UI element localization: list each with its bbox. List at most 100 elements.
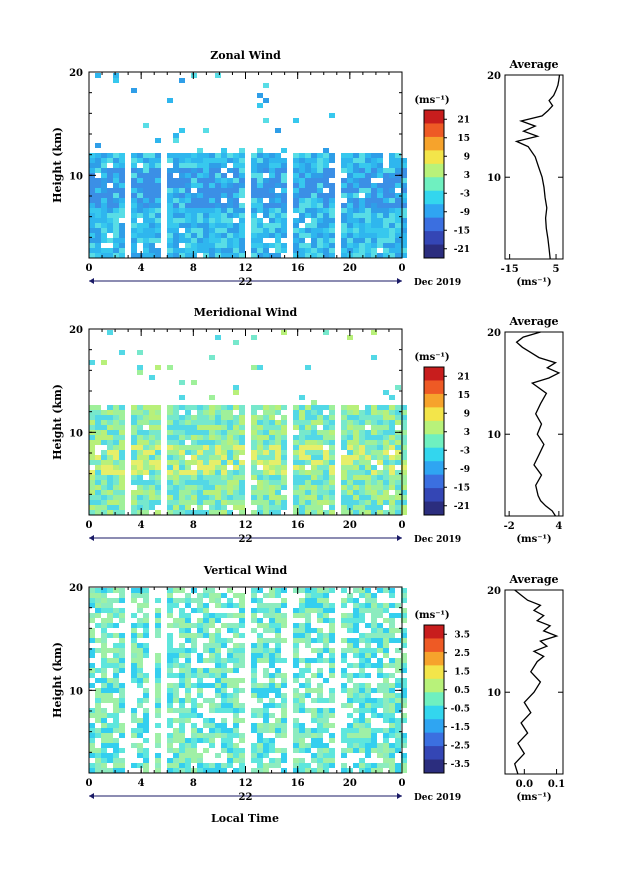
heatmap-cell [401,480,407,485]
heatmap-cell [233,168,239,173]
heatmap-cell [149,420,155,425]
heatmap-cell [101,198,107,203]
heatmap-cell [209,450,215,455]
heatmap-cell [155,430,161,435]
heatmap-cell [365,163,371,168]
heatmap-cell [167,683,173,688]
heatmap-cell [341,738,347,743]
heatmap-cell [305,608,311,613]
heatmap-cell [227,475,233,480]
heatmap-cell [359,158,365,163]
heatmap-cell [101,653,107,658]
heatmap-cell [209,728,215,733]
heatmap-cell [395,475,401,480]
heatmap-cell [107,738,113,743]
heatmap-cell [131,178,137,183]
heatmap-cell [311,673,317,678]
heatmap-cell [251,365,257,370]
heatmap-cell [293,768,299,773]
heatmap-cell [215,450,221,455]
heatmap-cell [395,703,401,708]
colorbar-tick-label: 0.5 [454,686,470,696]
heatmap-cell [389,405,395,410]
heatmap-cell [263,455,269,460]
heatmap-cell [227,500,233,505]
heatmap-cell [215,613,221,618]
heatmap-cell [359,495,365,500]
heatmap-cell [209,228,215,233]
heatmap-cell [113,470,119,475]
heatmap-cell [101,593,107,598]
heatmap-cell [221,708,227,713]
heatmap-cell [215,708,221,713]
heatmap-cell [383,243,389,248]
heatmap-cell [383,743,389,748]
heatmap-cell [185,490,191,495]
heatmap-cell [329,405,335,410]
heatmap-cell [257,103,263,108]
heatmap-cell [401,435,407,440]
heatmap-cell [317,178,323,183]
heatmap-cell [305,248,311,253]
heatmap-cell [305,460,311,465]
heatmap-cell [365,410,371,415]
heatmap-cell [281,495,287,500]
heatmap-cell [377,633,383,638]
heatmap-cell [383,618,389,623]
profile-y-tick-label: 10 [487,430,501,441]
heatmap-cell [233,743,239,748]
heatmap-cell [173,420,179,425]
heatmap-cell [185,158,191,163]
heatmap-cell [293,193,299,198]
heatmap-cell [383,753,389,758]
profile-y-tick-label: 10 [487,688,501,699]
heatmap-cell [317,218,323,223]
heatmap-cell [137,178,143,183]
heatmap-cell [299,693,305,698]
heatmap-cell [203,445,209,450]
heatmap-cell [215,430,221,435]
heatmap-cell [263,410,269,415]
heatmap-cell [185,753,191,758]
heatmap-cell [155,425,161,430]
heatmap-cell [131,598,137,603]
heatmap-cell [257,728,263,733]
heatmap-cell [137,728,143,733]
heatmap-cell [311,203,317,208]
heatmap-cell [179,465,185,470]
heatmap-cell [377,713,383,718]
heatmap-cell [347,430,353,435]
heatmap-cell [341,465,347,470]
heatmap-cell [185,598,191,603]
heatmap-cell [311,688,317,693]
heatmap-cell [203,233,209,238]
heatmap-cell [317,203,323,208]
heatmap-cell [389,495,395,500]
heatmap-cell [281,405,287,410]
heatmap-cell [317,475,323,480]
heatmap-cell [389,213,395,218]
heatmap-cell [89,748,95,753]
heatmap-cell [359,198,365,203]
heatmap-cell [317,593,323,598]
heatmap-cell [401,193,407,198]
heatmap-cell [149,168,155,173]
heatmap-cell [197,178,203,183]
heatmap-cell [317,495,323,500]
heatmap-cell [329,653,335,658]
heatmap-cell [89,648,95,653]
colorbar-segment [424,367,444,381]
profile-x-label: (ms⁻¹) [516,534,551,545]
heatmap-cell [395,490,401,495]
heatmap-cell [377,470,383,475]
heatmap-cell [89,163,95,168]
heatmap-cell [233,253,239,258]
heatmap-cell [263,753,269,758]
heatmap-cell [185,718,191,723]
heatmap-cell [323,243,329,248]
heatmap-cell [233,153,239,158]
heatmap-cell [293,480,299,485]
heatmap-cell [89,405,95,410]
heatmap-cell [221,203,227,208]
heatmap-cell [173,248,179,253]
